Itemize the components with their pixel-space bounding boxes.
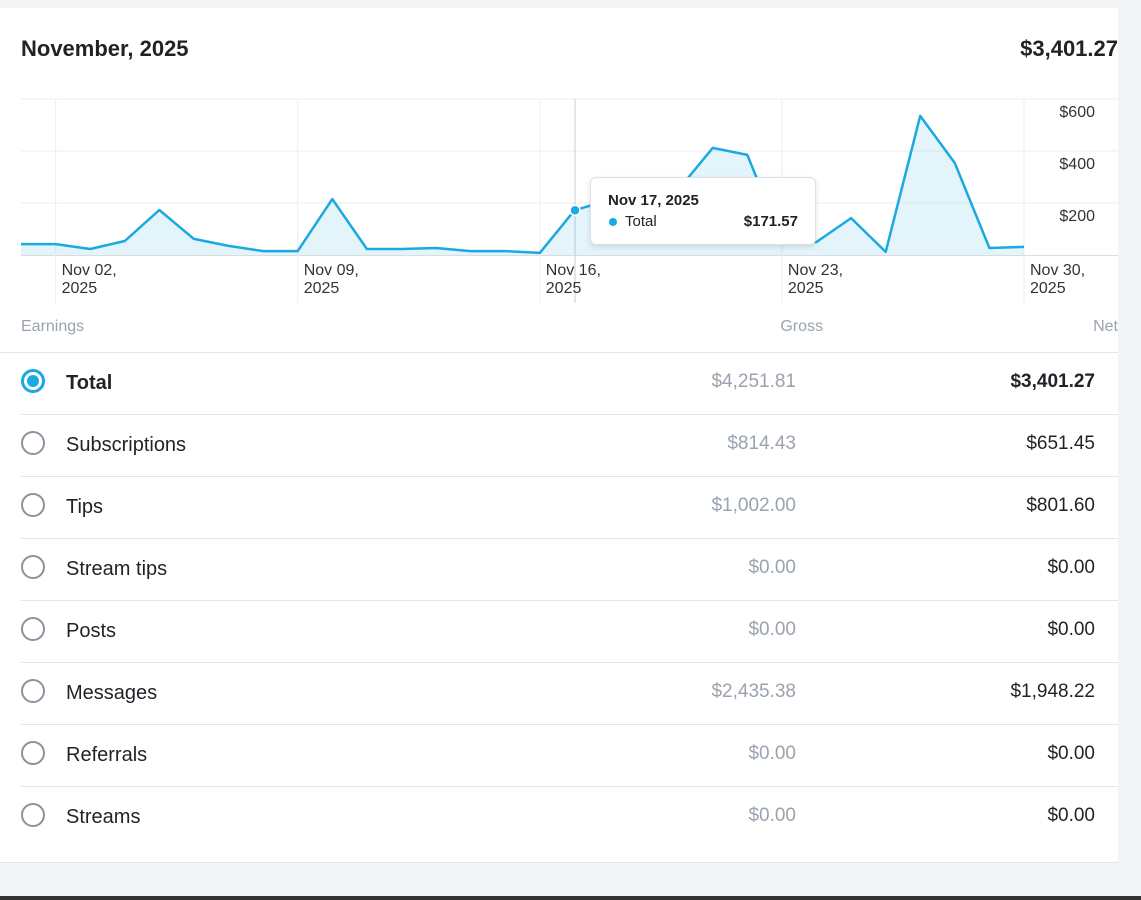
row-gross: $1,002.00 — [711, 495, 796, 516]
tooltip-title: Nov 17, 2025 — [608, 192, 699, 209]
row-divider — [21, 538, 1118, 539]
row-name: Tips — [66, 496, 104, 518]
row-name: Referrals — [66, 744, 148, 766]
row-net: $651.45 — [1026, 433, 1095, 454]
x-tick-label: Nov 09, 2025 — [303, 262, 359, 297]
earnings-row[interactable]: Posts $0.00 $0.00 — [0, 600, 1118, 662]
row-net: $3,401.27 — [1010, 371, 1095, 392]
row-divider — [21, 476, 1118, 477]
row-gross: $0.00 — [748, 557, 796, 578]
row-name: Stream tips — [66, 558, 168, 580]
period-title: November, 2025 — [21, 36, 189, 61]
tooltip-series: Total — [625, 213, 657, 230]
tooltip-value: $171.57 — [743, 213, 798, 230]
row-divider — [21, 600, 1118, 601]
x-tick-label: Nov 16, 2025 — [545, 262, 601, 297]
earnings-row[interactable]: Total $4,251.81 $3,401.27 — [0, 352, 1118, 414]
area — [21, 115, 1024, 256]
row-net: $1,948.22 — [1010, 681, 1095, 702]
row-net: $0.00 — [1047, 805, 1095, 826]
radio-button[interactable] — [21, 617, 45, 641]
row-name: Total — [66, 372, 113, 394]
row-gross: $814.43 — [727, 433, 796, 454]
radio-button[interactable] — [21, 679, 45, 703]
line — [21, 114, 1025, 255]
row-divider — [21, 662, 1118, 663]
tooltip: Nov 17, 2025 Total $171.57 — [590, 177, 816, 245]
row-net: $0.00 — [1047, 743, 1095, 764]
radio-button[interactable] — [21, 369, 45, 393]
earnings-row[interactable]: Referrals $0.00 $0.00 — [0, 724, 1118, 786]
y-tick-label: $400 — [1059, 156, 1095, 173]
row-gross: $0.00 — [748, 743, 796, 764]
earnings-row[interactable]: Tips $1,002.00 $801.60 — [0, 476, 1118, 538]
row-gross: $0.00 — [748, 619, 796, 640]
row-net: $0.00 — [1047, 557, 1095, 578]
radio-button[interactable] — [21, 493, 45, 517]
row-name: Posts — [66, 620, 117, 642]
row-name: Messages — [66, 682, 158, 704]
radio-button[interactable] — [21, 803, 45, 827]
row-divider — [21, 724, 1118, 725]
earnings-row[interactable]: Messages $2,435.38 $1,948.22 — [0, 662, 1118, 724]
earnings-row[interactable]: Streams $0.00 $0.00 — [0, 786, 1118, 848]
row-divider — [21, 786, 1118, 787]
column-header: Earnings — [21, 318, 85, 335]
earnings-row[interactable]: Stream tips $0.00 $0.00 — [0, 538, 1118, 600]
x-tick-label: Nov 02, 2025 — [61, 262, 117, 297]
x-tick-label: Nov 23, 2025 — [787, 262, 844, 297]
x-tick-label: Nov 30, 2025 — [1030, 262, 1086, 297]
row-name: Streams — [66, 806, 141, 828]
period-total: $3,401.27 — [1020, 36, 1118, 61]
row-gross: $4,251.81 — [711, 371, 796, 392]
radio-button[interactable] — [21, 431, 45, 455]
earnings-row[interactable]: Subscriptions $814.43 $651.45 — [0, 414, 1118, 476]
column-header: Gross — [780, 318, 823, 335]
bottom-bar — [0, 896, 1141, 900]
y-tick-label: $600 — [1059, 104, 1095, 121]
row-gross: $0.00 — [748, 805, 796, 826]
column-header: Net — [1093, 318, 1118, 335]
y-tick-label: $200 — [1059, 208, 1095, 225]
row-net: $801.60 — [1026, 495, 1095, 516]
row-name: Subscriptions — [66, 434, 187, 456]
header-divider — [0, 352, 1118, 353]
row-divider — [21, 414, 1118, 415]
radio-button[interactable] — [21, 741, 45, 765]
tooltip-dot — [609, 218, 617, 226]
row-net: $0.00 — [1047, 619, 1095, 640]
hover-point — [569, 204, 581, 217]
radio-button[interactable] — [21, 555, 45, 579]
row-gross: $2,435.38 — [711, 681, 796, 702]
